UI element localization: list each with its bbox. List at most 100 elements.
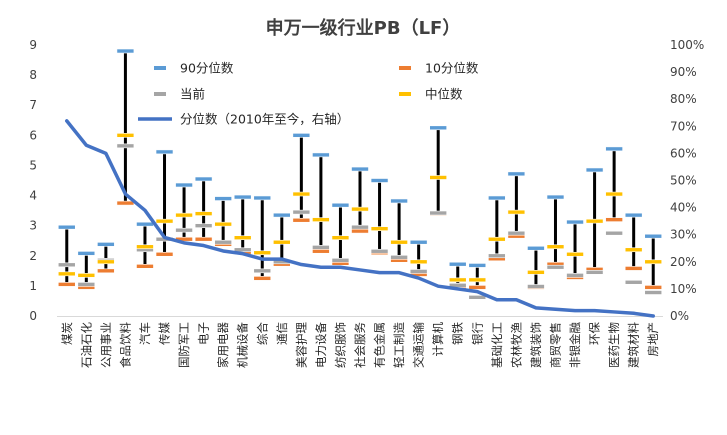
- marker-90分位数: [97, 242, 115, 247]
- category-label: 基础化工: [490, 322, 504, 368]
- right-tick-label: 90%: [670, 65, 697, 79]
- category-label: 食品饮料: [118, 322, 132, 368]
- marker-当前: [312, 245, 330, 250]
- marker-中位数: [97, 259, 115, 265]
- marker-90分位数: [214, 196, 232, 201]
- marker-中位数: [605, 191, 623, 197]
- marker-90分位数: [409, 239, 428, 245]
- axes: 01234567890%10%20%30%40%50%60%70%80%90%1…: [29, 38, 704, 368]
- left-tick-label: 2: [29, 249, 37, 263]
- marker-当前: [429, 210, 447, 216]
- marker-中位数: [312, 217, 330, 222]
- category-label: 美容护理: [294, 322, 308, 368]
- marker-当前: [624, 279, 643, 285]
- marker-中位数: [527, 270, 545, 275]
- marker-10分位数: [624, 266, 643, 271]
- marker-中位数: [644, 259, 663, 265]
- category-label: 银行: [470, 322, 484, 345]
- marker-90分位数: [57, 224, 76, 230]
- marker-中位数: [429, 175, 447, 180]
- marker-当前: [644, 290, 663, 295]
- hi-lo-lines: [65, 51, 655, 288]
- dash-markers: [57, 48, 663, 300]
- category-label: 建筑装饰: [529, 322, 543, 368]
- category-label: 钢铁: [451, 322, 465, 345]
- marker-90分位数: [585, 167, 604, 173]
- marker-当前: [605, 230, 623, 236]
- marker-10分位数: [312, 248, 330, 254]
- chart-title: 申万一级行业PB（LF）: [266, 17, 461, 39]
- marker-中位数: [390, 239, 408, 245]
- right-tick-label: 60%: [670, 146, 697, 160]
- right-tick-label: 100%: [670, 38, 704, 52]
- marker-中位数: [175, 212, 193, 218]
- left-tick-label: 3: [29, 219, 37, 233]
- category-label: 计算机: [431, 322, 445, 357]
- category-label: 纺织服饰: [333, 322, 347, 368]
- marker-10分位数: [97, 268, 115, 274]
- marker-90分位数: [644, 233, 663, 239]
- marker-90分位数: [624, 212, 643, 218]
- category-label: 交通运输: [412, 322, 426, 368]
- marker-90分位数: [488, 195, 506, 201]
- marker-中位数: [233, 235, 252, 241]
- legend-label: 分位数（2010年至今，右轴）: [180, 112, 349, 127]
- left-tick-label: 7: [29, 98, 37, 112]
- left-tick-label: 4: [29, 189, 37, 203]
- left-tick-label: 5: [29, 158, 37, 172]
- marker-90分位数: [507, 171, 526, 177]
- marker-90分位数: [312, 152, 330, 158]
- marker-中位数: [507, 209, 526, 215]
- legend-swatch: [154, 92, 166, 96]
- marker-当前: [331, 257, 350, 263]
- marker-中位数: [585, 218, 604, 224]
- marker-10分位数: [155, 251, 174, 257]
- left-tick-label: 0: [29, 309, 37, 323]
- marker-90分位数: [273, 212, 291, 218]
- right-tick-label: 0%: [670, 309, 689, 323]
- category-label: 机械设备: [236, 322, 250, 368]
- marker-当前: [351, 224, 369, 230]
- legend-swatch: [399, 66, 411, 70]
- category-label: 轻工制造: [392, 322, 406, 368]
- category-label: 建筑材料: [627, 322, 641, 368]
- marker-当前: [546, 264, 565, 270]
- category-label: 国防军工: [177, 322, 191, 368]
- right-tick-label: 50%: [670, 174, 697, 188]
- marker-当前: [116, 143, 135, 149]
- marker-中位数: [292, 191, 311, 197]
- category-label: 房地产: [646, 322, 660, 357]
- marker-当前: [77, 282, 96, 287]
- marker-10分位数: [57, 282, 76, 287]
- marker-中位数: [136, 244, 154, 250]
- marker-90分位数: [527, 245, 545, 251]
- right-tick-label: 20%: [670, 255, 697, 269]
- left-tick-label: 9: [29, 38, 37, 52]
- marker-90分位数: [390, 198, 408, 204]
- percentile-line-layer: [65, 119, 655, 318]
- marker-当前: [527, 284, 545, 289]
- category-label: 通信: [275, 322, 289, 345]
- legend-label: 90分位数: [180, 61, 234, 76]
- marker-90分位数: [468, 263, 487, 268]
- marker-中位数: [409, 259, 428, 265]
- marker-中位数: [566, 251, 584, 257]
- marker-10分位数: [116, 200, 135, 206]
- marker-中位数: [77, 273, 96, 278]
- right-tick-label: 30%: [670, 228, 697, 242]
- category-label: 环保: [588, 322, 602, 345]
- category-label: 医药生物: [607, 322, 621, 368]
- marker-90分位数: [331, 202, 350, 208]
- marker-中位数: [194, 211, 213, 216]
- marker-当前: [390, 254, 408, 260]
- marker-90分位数: [566, 219, 584, 225]
- marker-90分位数: [253, 195, 272, 201]
- right-tick-label: 10%: [670, 282, 697, 296]
- legend-label: 中位数: [425, 87, 463, 102]
- marker-90分位数: [155, 149, 174, 155]
- marker-中位数: [488, 236, 506, 242]
- marker-当前: [292, 209, 311, 215]
- marker-90分位数: [175, 182, 193, 188]
